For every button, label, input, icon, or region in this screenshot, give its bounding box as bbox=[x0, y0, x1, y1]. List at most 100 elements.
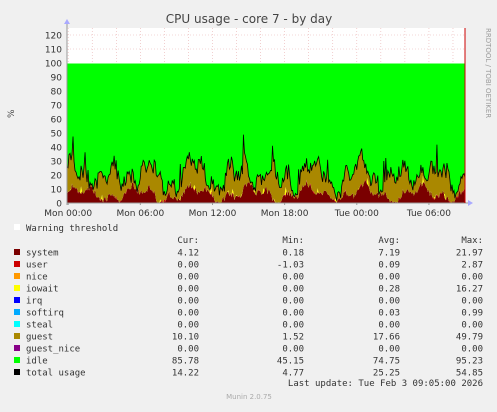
line-total-usage bbox=[66, 134, 466, 201]
y-tick-label: 90 bbox=[51, 74, 63, 84]
legend-value: 0.00 bbox=[378, 321, 400, 331]
legend-swatch-system bbox=[14, 249, 20, 255]
legend-value: 25.25 bbox=[373, 369, 400, 379]
legend-value: 0.00 bbox=[378, 273, 400, 283]
chart-title: CPU usage - core 7 - by day bbox=[166, 12, 332, 26]
legend-header: Max: bbox=[461, 236, 483, 246]
legend-header: Avg: bbox=[378, 236, 400, 246]
y-axis-arrow bbox=[64, 19, 70, 24]
x-tick-label: Tue 06:00 bbox=[406, 209, 451, 219]
legend-value: 0.00 bbox=[282, 309, 304, 319]
legend-table: Cur: Min: Avg: Max: system 4.12 0.18 7.19 21.97 u… bbox=[14, 236, 483, 379]
legend-swatch-nice bbox=[14, 273, 20, 279]
legend-value: 0.28 bbox=[378, 285, 400, 295]
legend-value: 0.00 bbox=[177, 273, 199, 283]
y-tick-label: 110 bbox=[45, 46, 62, 56]
legend-series-name: user bbox=[26, 261, 48, 271]
footer-text: Munin 2.0.75 bbox=[226, 393, 272, 401]
legend-value: 2.87 bbox=[461, 261, 483, 271]
last-update-text: Last update: Tue Feb 3 09:05:00 2026 bbox=[288, 379, 483, 389]
legend-swatch-irq bbox=[14, 297, 20, 303]
legend-value: 0.00 bbox=[461, 297, 483, 307]
legend-value: 17.66 bbox=[373, 333, 400, 343]
legend-value: 0.03 bbox=[378, 309, 400, 319]
legend-value: 0.00 bbox=[177, 309, 199, 319]
legend-series-name: nice bbox=[26, 273, 48, 283]
legend-value: 0.00 bbox=[177, 285, 199, 295]
legend-value: 0.00 bbox=[177, 261, 199, 271]
warning-threshold-label: Warning threshold bbox=[26, 224, 118, 234]
legend-value: 0.00 bbox=[177, 297, 199, 307]
legend-value: 0.00 bbox=[378, 297, 400, 307]
x-tick-label: Mon 00:00 bbox=[44, 209, 92, 219]
y-tick-label: 10 bbox=[51, 186, 63, 196]
legend-value: 54.85 bbox=[456, 369, 483, 379]
legend-series-name: softirq bbox=[26, 309, 64, 319]
legend-series-name: guest_nice bbox=[26, 345, 80, 355]
legend-value: 49.79 bbox=[456, 333, 483, 343]
legend-value: 10.10 bbox=[172, 333, 199, 343]
area-idle bbox=[67, 63, 465, 201]
legend-value: 0.00 bbox=[461, 321, 483, 331]
legend-swatch-guest bbox=[14, 333, 20, 339]
legend-value: 0.00 bbox=[282, 345, 304, 355]
legend-series-name: irq bbox=[26, 297, 42, 307]
y-tick-label: 40 bbox=[51, 144, 63, 154]
legend-value: 21.97 bbox=[456, 249, 483, 259]
legend-value: 74.75 bbox=[373, 357, 400, 367]
legend-value: 0.09 bbox=[378, 261, 400, 271]
y-tick-label: 20 bbox=[51, 172, 63, 182]
legend-value: 0.00 bbox=[282, 273, 304, 283]
watermark-text: RRDTOOL / TOBI OETIKER bbox=[484, 28, 492, 118]
legend-value: 0.00 bbox=[378, 345, 400, 355]
warning-threshold-swatch bbox=[14, 224, 20, 230]
y-tick-label: 100 bbox=[45, 60, 62, 70]
legend-series-name: iowait bbox=[26, 285, 59, 295]
legend-value: -1.03 bbox=[277, 261, 304, 271]
legend-swatch-idle bbox=[14, 357, 20, 363]
y-tick-label: 60 bbox=[51, 116, 63, 126]
legend-value: 0.00 bbox=[461, 273, 483, 283]
legend-value: 95.23 bbox=[456, 357, 483, 367]
legend-series-name: guest bbox=[26, 333, 53, 343]
legend-value: 85.78 bbox=[172, 357, 199, 367]
y-tick-label: 80 bbox=[51, 88, 63, 98]
legend-header: Cur: bbox=[177, 236, 199, 246]
x-tick-label: Mon 18:00 bbox=[261, 209, 309, 219]
x-axis-arrow bbox=[468, 200, 473, 206]
legend-value: 0.99 bbox=[461, 309, 483, 319]
legend-swatch-iowait bbox=[14, 285, 20, 291]
legend-swatch-steal bbox=[14, 321, 20, 327]
x-tick-label: Mon 12:00 bbox=[189, 209, 237, 219]
legend-value: 45.15 bbox=[277, 357, 304, 367]
legend-value: 7.19 bbox=[378, 249, 400, 259]
y-tick-label: 120 bbox=[45, 32, 62, 42]
legend-value: 1.52 bbox=[282, 333, 304, 343]
legend-value: 14.22 bbox=[172, 369, 199, 379]
y-tick-labels: 0 10 20 30 40 50 60 70 80 90 100 110 120 bbox=[45, 32, 62, 210]
x-tick-label: Tue 00:00 bbox=[334, 209, 379, 219]
y-tick-label: 50 bbox=[51, 130, 63, 140]
legend-value: 0.00 bbox=[282, 297, 304, 307]
y-tick-label: 70 bbox=[51, 102, 63, 112]
legend-swatch-user bbox=[14, 261, 20, 267]
legend-value: 0.00 bbox=[177, 345, 199, 355]
x-tick-label: Mon 06:00 bbox=[116, 209, 164, 219]
y-axis-label: % bbox=[7, 109, 17, 118]
legend-value: 4.12 bbox=[177, 249, 199, 259]
legend-value: 0.18 bbox=[282, 249, 304, 259]
legend-value: 0.00 bbox=[177, 321, 199, 331]
legend-swatch-guest_nice bbox=[14, 345, 20, 351]
y-tick-label: 0 bbox=[56, 200, 62, 210]
y-tick-label: 30 bbox=[51, 158, 63, 168]
series-areas bbox=[66, 62, 466, 203]
legend-swatch-softirq bbox=[14, 309, 20, 315]
x-tick-labels: Mon 00:00 Mon 06:00 Mon 12:00 Mon 18:00 Tue … bbox=[44, 203, 451, 219]
legend-value: 4.77 bbox=[282, 369, 304, 379]
legend-value: 0.00 bbox=[282, 285, 304, 295]
legend-swatch-total-usage bbox=[14, 369, 20, 375]
legend-value: 16.27 bbox=[456, 285, 483, 295]
legend-series-name: idle bbox=[26, 357, 48, 367]
